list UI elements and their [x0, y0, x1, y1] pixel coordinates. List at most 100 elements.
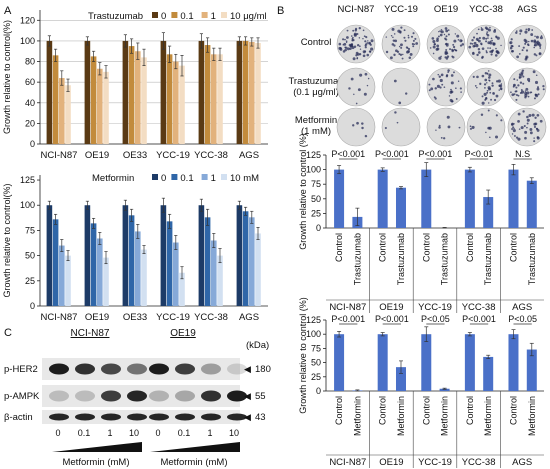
- group-label: OE19: [379, 457, 403, 468]
- colony-dot: [510, 38, 513, 41]
- colony-dot: [533, 137, 535, 139]
- colony-well: [426, 107, 466, 147]
- colony-dot: [487, 47, 489, 49]
- colony-dot: [531, 29, 534, 31]
- colony-dot: [495, 135, 499, 139]
- colony-dot: [486, 91, 489, 94]
- colony-dot: [486, 31, 489, 34]
- bar: [249, 41, 255, 145]
- colony-dot: [436, 84, 440, 88]
- colony-dot: [510, 44, 513, 48]
- colony-dot: [469, 125, 472, 128]
- x-tick-label: OE19: [85, 312, 109, 323]
- colony-dot: [510, 123, 514, 126]
- colony-dot: [515, 98, 518, 101]
- colony-dot: [390, 35, 393, 37]
- bar: [198, 205, 205, 306]
- bar: [166, 221, 173, 306]
- blot-band: [101, 413, 121, 421]
- y-axis-label: Growth relative to control (%): [298, 133, 308, 250]
- colony-dot: [449, 90, 453, 94]
- colony-dot: [495, 94, 499, 98]
- blot-band: [201, 390, 221, 402]
- bar: [128, 215, 135, 306]
- colony-dot: [407, 34, 410, 37]
- colony-dot: [364, 50, 367, 53]
- x-tick-label: Control: [465, 233, 475, 262]
- x-tick-label: Trastuzumab: [527, 233, 537, 285]
- blot-arrow: ◀: [244, 391, 251, 401]
- colony-dot: [476, 75, 479, 79]
- blot-band: [175, 390, 195, 402]
- colony-dot: [491, 82, 494, 85]
- colony-dot: [533, 97, 536, 100]
- colony-dot: [485, 50, 488, 52]
- colony-dot: [459, 44, 463, 47]
- y-tick-label: 125: [20, 175, 35, 185]
- colony-dot: [537, 86, 539, 89]
- x-tick-label: NCI-N87: [41, 150, 78, 161]
- colony-dot: [533, 53, 537, 56]
- colony-dot: [441, 83, 444, 86]
- colony-dot: [346, 29, 349, 32]
- x-tick-label: YCC-38: [194, 150, 228, 161]
- group-label: YCC-19: [418, 302, 452, 313]
- dose-label: 10: [129, 428, 139, 438]
- legend-swatch: [201, 174, 208, 180]
- colony-dot: [392, 39, 396, 42]
- colony-dot: [474, 84, 477, 87]
- colony-dot: [518, 73, 522, 76]
- colony-dot: [433, 43, 436, 46]
- bar: [217, 255, 223, 306]
- group-label: OE19: [379, 302, 403, 313]
- colony-dot: [481, 55, 484, 59]
- colony-dot: [526, 115, 529, 119]
- colony-dot: [480, 113, 484, 117]
- colony-dot: [356, 57, 359, 60]
- colony-dot: [538, 52, 542, 56]
- colony-dot: [455, 98, 458, 100]
- colony-dot: [410, 35, 414, 38]
- colony-dot: [471, 125, 475, 129]
- colony-dot: [364, 40, 367, 43]
- legend-swatch: [221, 12, 227, 18]
- group-label: NCI-N87: [329, 457, 366, 468]
- dose-label: 0: [155, 428, 160, 438]
- bar: [46, 205, 53, 306]
- colony-dot: [455, 49, 457, 52]
- x-tick-label: Metformin: [483, 396, 493, 436]
- colony-cell-label: YCC-19: [384, 4, 418, 15]
- p-value-label: P<0.001: [462, 314, 496, 324]
- colony-dot: [524, 57, 528, 61]
- colony-dot: [488, 73, 492, 77]
- y-tick-label: 100: [20, 36, 35, 46]
- colony-dot: [440, 136, 443, 139]
- colony-dot: [369, 50, 372, 53]
- bar: [179, 65, 185, 144]
- dose-wedge: [52, 442, 142, 452]
- y-axis-label: Growth relative to control (%): [298, 297, 308, 414]
- y-tick-label: 0: [30, 139, 35, 149]
- blot-band: [175, 413, 195, 421]
- colony-dot: [537, 93, 540, 96]
- colony-dot: [438, 126, 441, 129]
- colony-cell-label: YCC-38: [469, 4, 503, 15]
- colony-dot: [445, 42, 448, 45]
- colony-dot: [487, 28, 491, 32]
- x-tick-label: Metformin: [527, 396, 537, 436]
- colony-dot: [535, 54, 538, 57]
- colony-dot: [480, 28, 484, 31]
- colony-dot: [445, 35, 448, 38]
- bar: [217, 54, 223, 145]
- colony-dot: [485, 131, 487, 134]
- colony-dot: [521, 49, 524, 52]
- colony-dot: [498, 89, 501, 91]
- colony-dot: [494, 54, 498, 57]
- colony-dot: [490, 49, 494, 53]
- blot-cell-label: OE19: [170, 328, 196, 339]
- blot-band: [227, 390, 247, 402]
- colony-dot: [412, 32, 415, 35]
- bar: [464, 334, 475, 391]
- blot-x-label: Metformin (mM): [160, 457, 227, 468]
